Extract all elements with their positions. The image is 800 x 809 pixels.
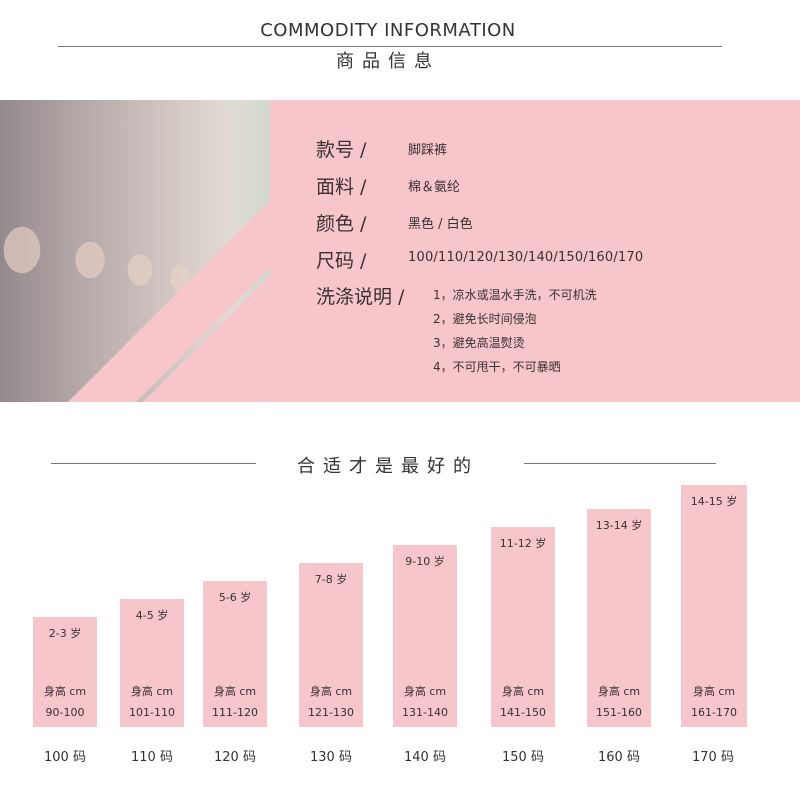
fit-title: 合适才是最好的 [297,456,479,477]
fit-divider-left [51,463,256,464]
size-code: 110 码 [131,750,173,765]
size-code: 150 码 [502,750,544,765]
age-label: 9-10 岁 [405,555,445,568]
height-range: 101-110 [129,706,175,719]
color-label: 颜色 / [316,213,367,235]
height-label: 身高 cm [43,685,87,698]
age-label: 4-5 岁 [135,609,169,622]
size-bar: 2-3 岁身高 cm 90-100 [33,617,97,727]
height-label: 身高 cm [309,685,353,698]
care-item: 4，不可甩干，不可暴晒 [433,360,561,374]
height-label: 身高 cm [403,685,447,698]
height-range: 111-120 [212,706,258,719]
color-value: 黑色 / 白色 [408,217,473,232]
size-bar: 5-6 岁身高 cm 111-120 [203,581,267,727]
size-code: 130 码 [310,750,352,765]
care-label: 洗涤说明 / [316,286,405,308]
height-range: 90-100 [45,706,85,719]
age-label: 2-3 岁 [48,627,82,640]
size-code: 120 码 [214,750,256,765]
fabric-value: 棉＆氨纶 [408,180,461,195]
header-title-zh: 商品信息 [336,51,440,72]
height-label: 身高 cm [597,685,641,698]
age-label: 11-12 岁 [499,537,547,550]
age-label: 13-14 岁 [595,519,643,532]
size-bar: 14-15 岁身高 cm 161-170 [681,485,747,727]
height-label: 身高 cm [213,685,257,698]
info-banner: 款号 / 脚踩裤 面料 / 棉＆氨纶 颜色 / 黑色 / 白色 尺码 / 100… [0,100,800,402]
size-code: 100 码 [44,750,86,765]
style-label: 款号 / [316,139,367,161]
age-label: 7-8 岁 [314,573,348,586]
size-code: 140 码 [404,750,446,765]
size-bar: 9-10 岁身高 cm 131-140 [393,545,457,727]
care-item: 3，避免高温熨烫 [433,336,525,350]
size-bar: 7-8 岁身高 cm 121-130 [299,563,363,727]
style-value: 脚踩裤 [408,143,448,158]
height-range: 141-150 [500,706,546,719]
header-title-en: COMMODITY INFORMATION [260,20,516,41]
age-label: 5-6 岁 [218,591,252,604]
size-code: 170 码 [692,750,734,765]
height-label: 身高 cm [501,685,545,698]
height-label: 身高 cm [130,685,174,698]
fit-divider-right [524,463,716,464]
height-range: 131-140 [402,706,448,719]
fabric-label: 面料 / [316,176,367,198]
header-divider [58,46,722,47]
size-value: 100/110/120/130/140/150/160/170 [408,250,644,265]
height-range: 121-130 [308,706,354,719]
height-range: 161-170 [691,706,737,719]
age-label: 14-15 岁 [690,495,738,508]
height-range: 151-160 [596,706,642,719]
height-label: 身高 cm [692,685,736,698]
size-code: 160 码 [598,750,640,765]
size-label: 尺码 / [316,250,367,272]
care-item: 1，凉水或温水手洗，不可机洗 [433,288,597,302]
care-item: 2，避免长时间侵泡 [433,312,537,326]
size-bar: 4-5 岁身高 cm 101-110 [120,599,184,727]
size-bar: 13-14 岁身高 cm 151-160 [587,509,651,727]
size-bar: 11-12 岁身高 cm 141-150 [491,527,555,727]
